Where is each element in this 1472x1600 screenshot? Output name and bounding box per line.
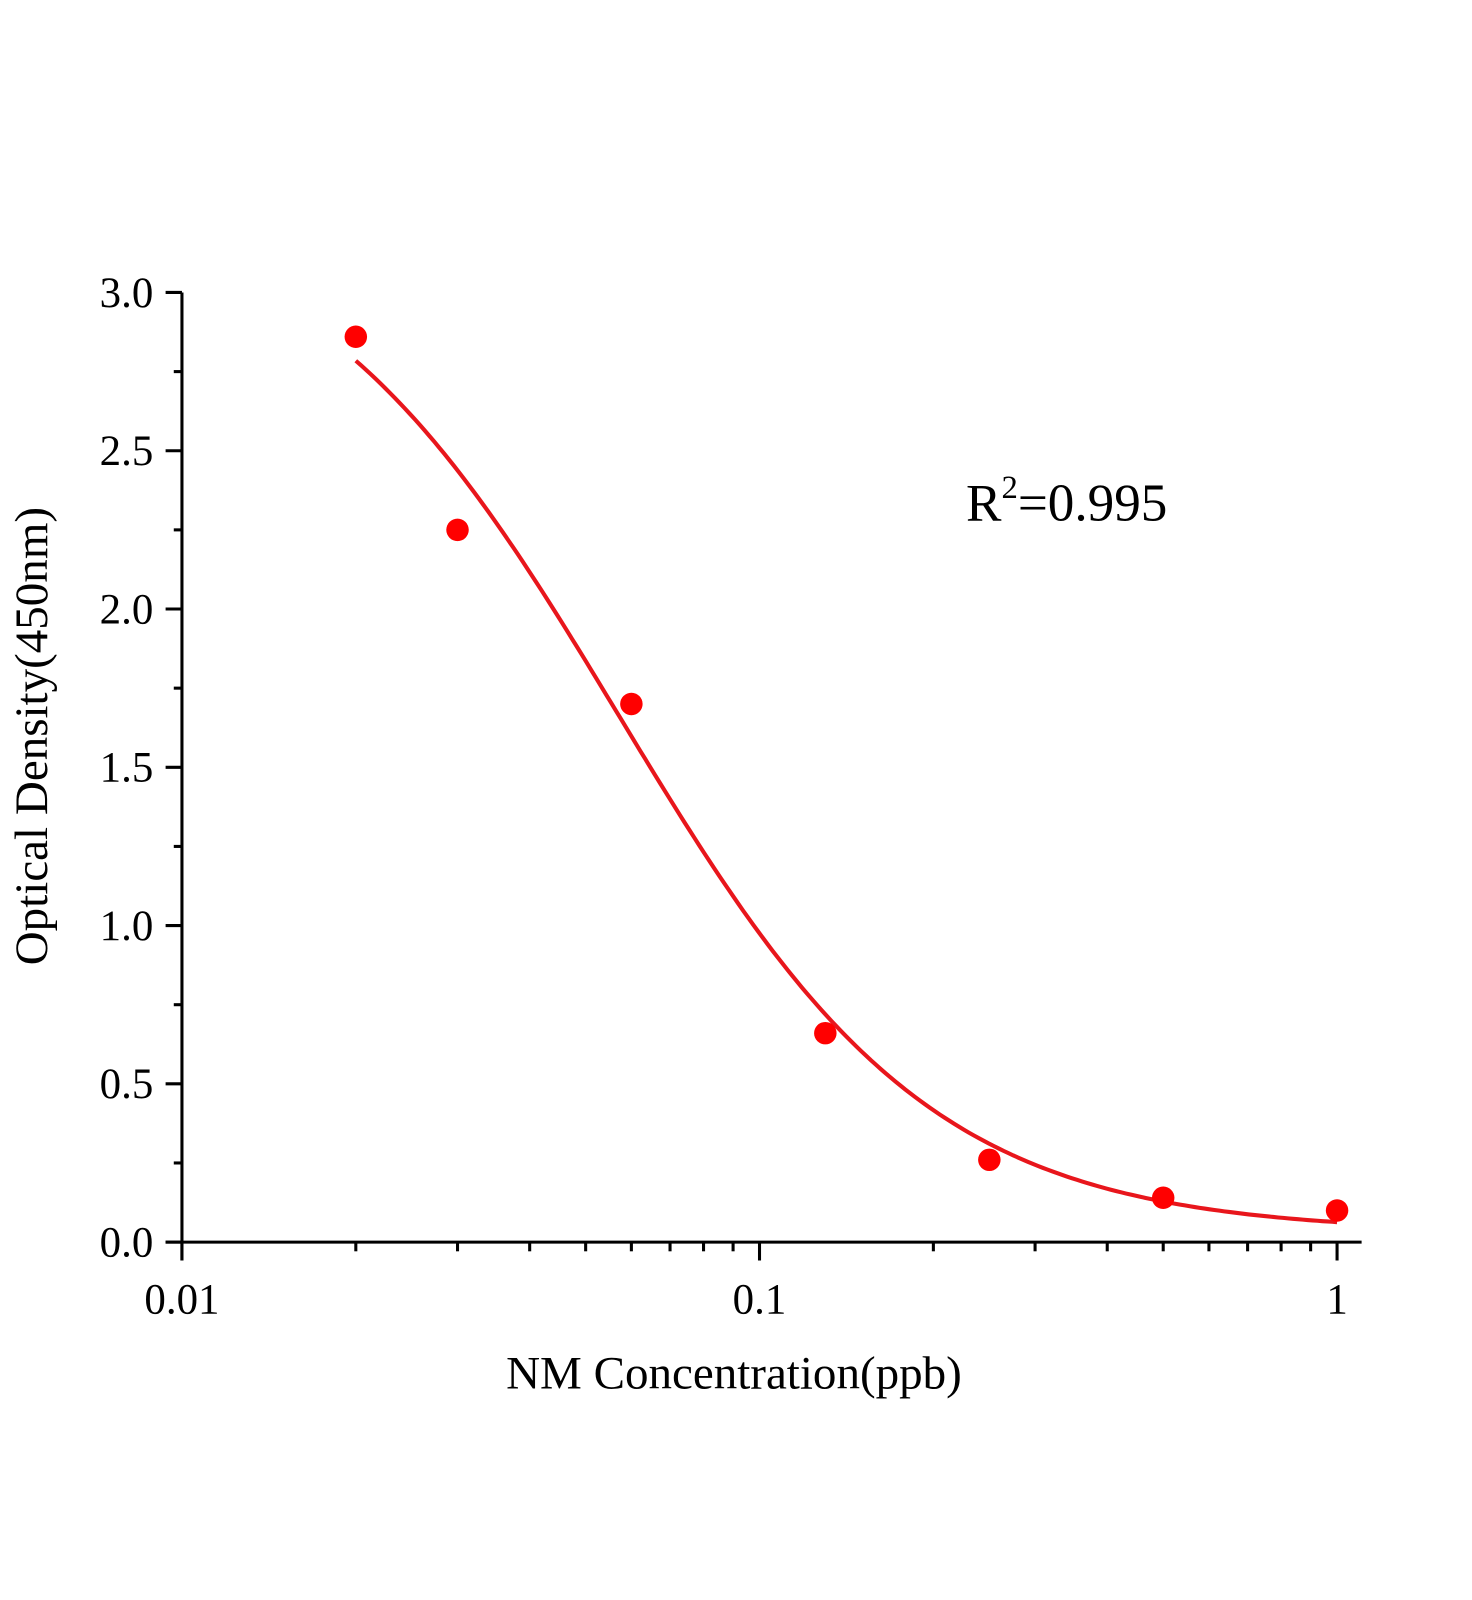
y-tick-label: 2.5	[100, 428, 154, 475]
data-point	[446, 518, 469, 542]
y-tick-label: 0.0	[100, 1219, 154, 1266]
r-squared-annotation: R2=0.995	[966, 470, 1167, 532]
y-tick-label: 0.5	[100, 1061, 154, 1108]
x-axis-label: NM Concentration(ppb)	[506, 1347, 962, 1399]
data-points-layer	[344, 325, 1349, 1222]
y-tick-label: 3.0	[100, 270, 154, 317]
data-point	[1325, 1199, 1349, 1222]
data-point	[1151, 1186, 1175, 1210]
data-point	[814, 1021, 837, 1045]
data-point	[620, 692, 643, 716]
y-tick-label: 1.0	[100, 903, 154, 950]
r-squared-superscript: 2	[1001, 470, 1017, 506]
r-squared-value: =0.995	[1018, 474, 1168, 532]
x-tick-label: 1	[1326, 1277, 1347, 1324]
fit-curve	[354, 359, 1338, 1225]
axes: 0.0 0.5 1.0 1.5 2.0 2.5 3.0 0.01 0.1 1	[100, 270, 1362, 1324]
data-point	[344, 325, 368, 349]
data-point	[978, 1148, 1001, 1172]
x-tick-label: 0.01	[144, 1277, 219, 1324]
fit-curve-layer	[354, 359, 1338, 1225]
r-squared-prefix: R	[966, 474, 1002, 532]
y-tick-label: 2.0	[100, 586, 154, 633]
y-tick-label: 1.5	[100, 745, 154, 792]
x-tick-label: 0.1	[733, 1277, 787, 1324]
y-axis-label: Optical Density(450nm)	[6, 507, 58, 965]
